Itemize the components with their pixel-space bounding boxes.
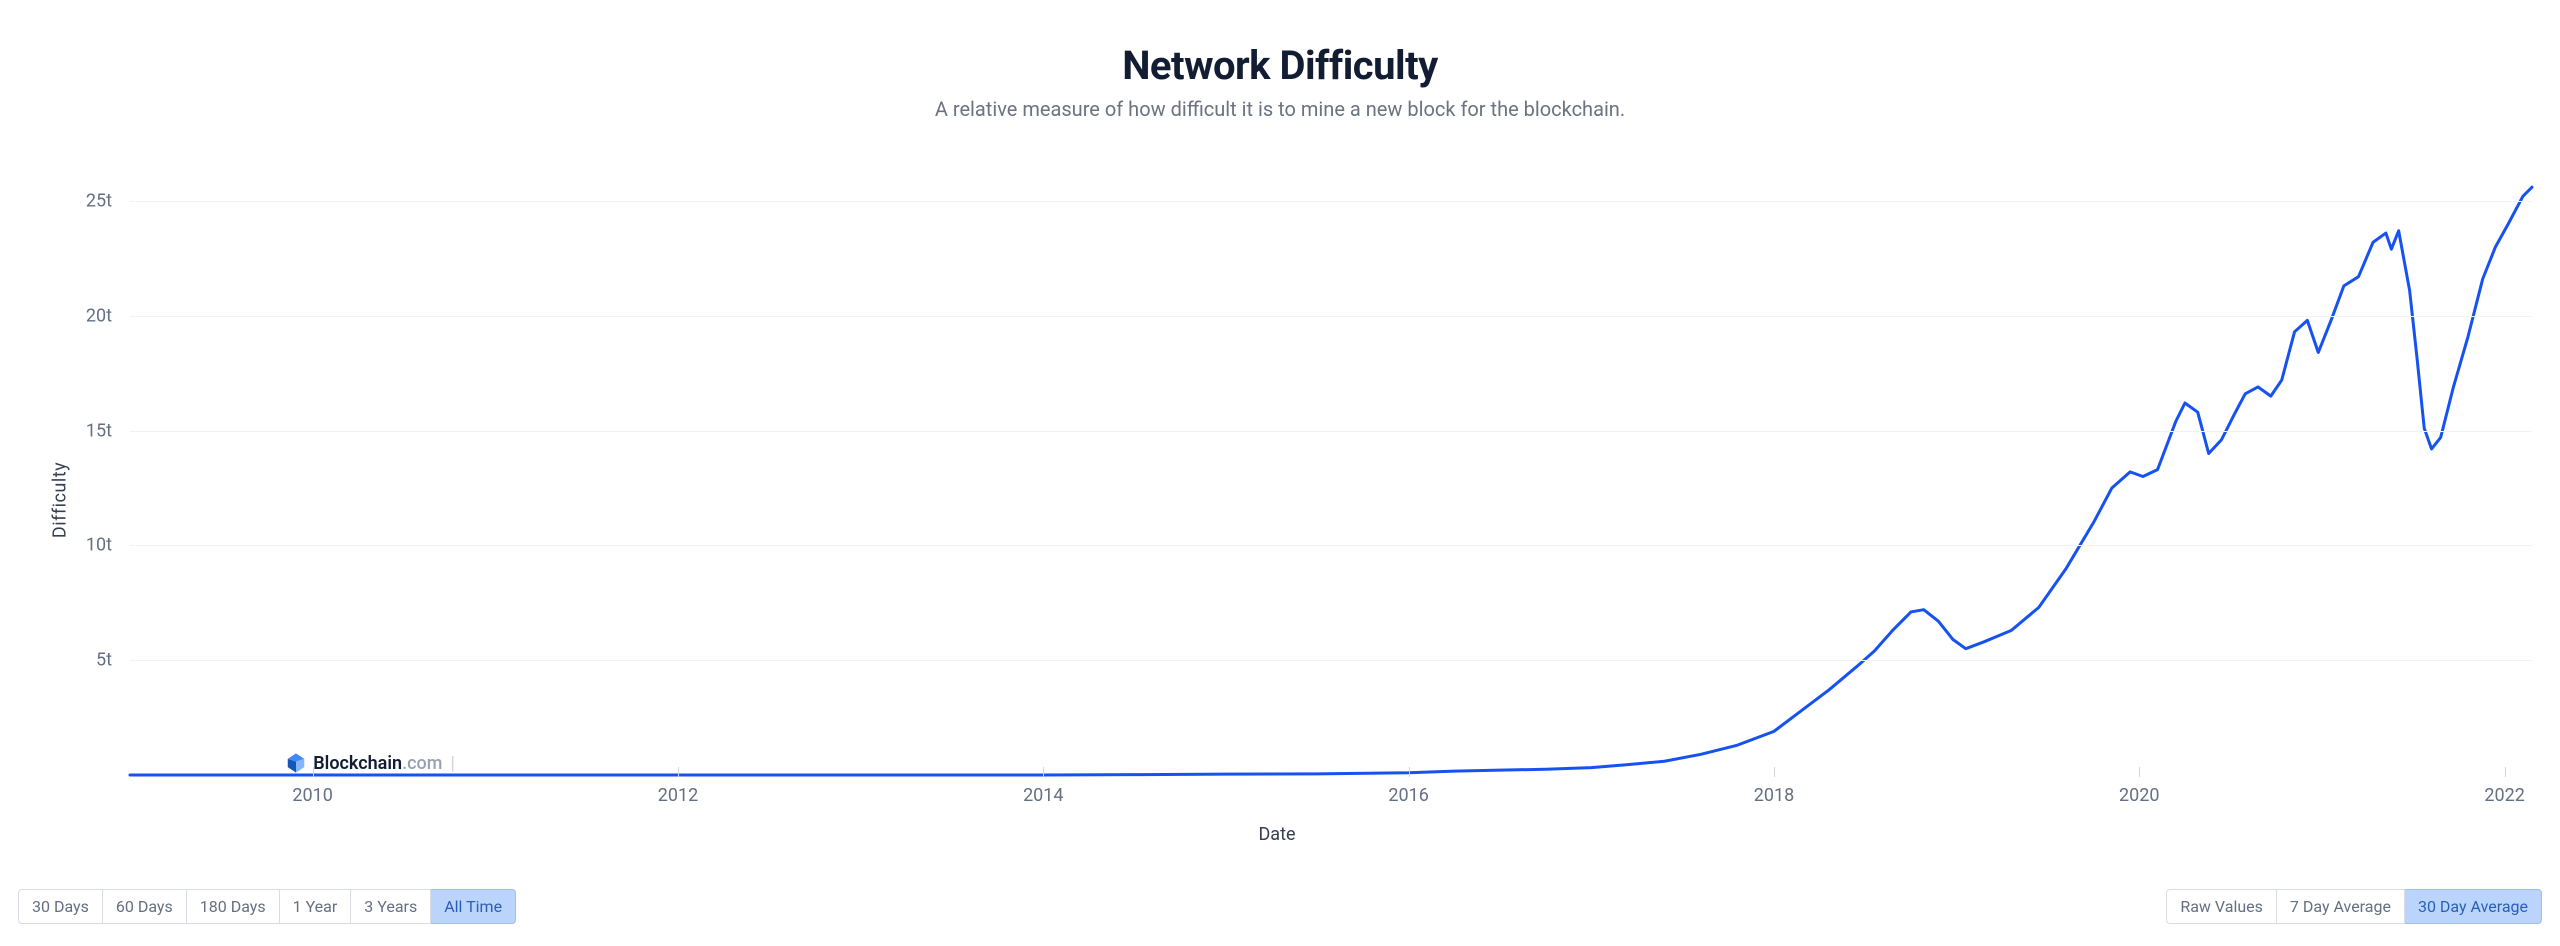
x-tick-label: 2010	[292, 785, 332, 806]
range-btn-all-time[interactable]: All Time	[431, 889, 516, 924]
gridline	[130, 545, 2532, 546]
plot-area[interactable]: Blockchain.com | 5t10t15t20t25t201020122…	[130, 155, 2532, 775]
chart-header: Network Difficulty A relative measure of…	[0, 0, 2560, 121]
chart-title: Network Difficulty	[0, 42, 2560, 89]
x-tick-label: 2012	[658, 785, 698, 806]
range-btn-60-days[interactable]: 60 Days	[103, 889, 187, 924]
chart-controls: 30 Days60 Days180 Days1 Year3 YearsAll T…	[18, 889, 2542, 924]
chart-container: Difficulty Blockchain.com | 5t10t15t20t2…	[22, 155, 2532, 845]
gridline	[130, 431, 2532, 432]
range-btn-30-days[interactable]: 30 Days	[18, 889, 103, 924]
x-tick	[2139, 767, 2140, 777]
x-tick	[313, 767, 314, 777]
y-tick-label: 5t	[96, 650, 112, 671]
gridline	[130, 316, 2532, 317]
x-tick	[1043, 767, 1044, 777]
x-tick	[678, 767, 679, 777]
x-tick-label: 2014	[1023, 785, 1063, 806]
x-tick-label: 2018	[1754, 785, 1794, 806]
time-range-selector: 30 Days60 Days180 Days1 Year3 YearsAll T…	[18, 889, 516, 924]
range-btn-3-years[interactable]: 3 Years	[351, 889, 431, 924]
y-axis-title: Difficulty	[50, 462, 71, 538]
y-tick-label: 10t	[86, 535, 112, 556]
x-tick	[2505, 767, 2506, 777]
y-tick-label: 25t	[86, 190, 112, 211]
x-tick-label: 2016	[1388, 785, 1428, 806]
gridline	[130, 660, 2532, 661]
range-btn-1-year[interactable]: 1 Year	[280, 889, 352, 924]
smoothing-btn-30-day-average[interactable]: 30 Day Average	[2405, 889, 2542, 924]
smoothing-btn-raw-values[interactable]: Raw Values	[2166, 889, 2277, 924]
y-tick-label: 15t	[86, 420, 112, 441]
chart-subtitle: A relative measure of how difficult it i…	[0, 97, 2560, 121]
x-tick-label: 2022	[2484, 785, 2524, 806]
range-btn-180-days[interactable]: 180 Days	[187, 889, 280, 924]
x-axis-title: Date	[1258, 824, 1295, 845]
smoothing-btn-7-day-average[interactable]: 7 Day Average	[2277, 889, 2405, 924]
smoothing-selector: Raw Values7 Day Average30 Day Average	[2166, 889, 2542, 924]
x-tick	[1409, 767, 1410, 777]
x-tick	[1774, 767, 1775, 777]
x-tick-label: 2020	[2119, 785, 2159, 806]
gridline	[130, 201, 2532, 202]
y-tick-label: 20t	[86, 305, 112, 326]
difficulty-line	[130, 187, 2532, 775]
line-chart-svg	[130, 155, 2532, 775]
